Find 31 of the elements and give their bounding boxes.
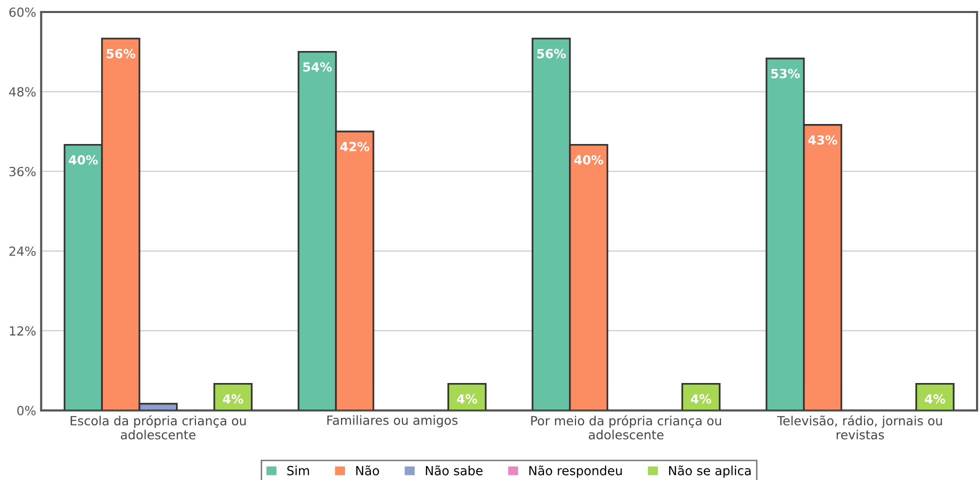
legend-label: Não sabe [426,465,482,476]
legend-label: Não respondeu [529,465,622,478]
x-tick-label: Familiares ou amigos [327,415,458,428]
data-label: 4% [222,394,244,404]
y-tick-label: 24% [9,246,36,256]
bar [915,383,954,410]
x-tick-label: Escola da própria criança ou adolescente [70,415,246,440]
data-label: 53% [771,68,800,78]
legend-label: Não se aplica [669,465,751,478]
y-tick-label: 36% [9,166,36,176]
data-label: 4% [924,394,946,404]
bar [213,383,253,410]
x-tick-label: Televisão, rádio, jornais ou revistas [777,415,942,440]
y-tick-label: 60% [9,7,36,17]
bar [681,383,721,410]
y-tick-label: 12% [10,326,36,336]
legend-label: Sim [287,466,309,476]
y-tick-label: 0% [17,406,36,416]
data-label: 43% [808,135,838,145]
data-label: 40% [68,155,98,165]
data-label: 4% [456,394,478,404]
data-label: 56% [106,48,136,58]
legend-label: Não [356,465,380,476]
x-tick-label: Por meio da própria criança ou adolescente [531,415,722,440]
bar [447,383,487,410]
data-label: 40% [574,155,604,165]
y-tick-label: 48% [9,87,36,97]
data-label: 4% [690,394,712,404]
data-label: 42% [340,142,370,152]
data-label: 56% [537,48,566,58]
data-label: 54% [303,62,332,72]
